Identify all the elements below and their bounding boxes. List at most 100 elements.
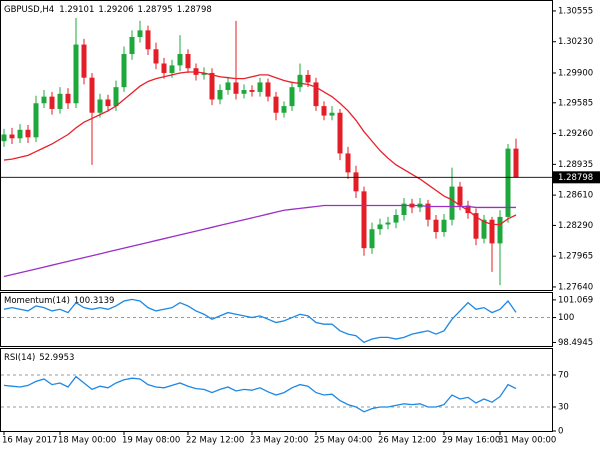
candle-body	[241, 90, 247, 94]
candle-body	[273, 96, 279, 113]
candle-body	[49, 96, 55, 109]
candle-body	[25, 129, 31, 138]
y-tick-label: 98.4945	[558, 338, 593, 348]
candle-body	[201, 72, 207, 75]
y-tick-label: 30	[558, 403, 569, 413]
candle-body	[313, 82, 319, 107]
moving-average	[3, 204, 516, 278]
candle-body	[337, 112, 343, 154]
candle-body	[401, 203, 407, 216]
candle-body	[153, 49, 159, 64]
y-tick-label: 1.27640	[558, 282, 593, 292]
y-tick-label: 1.28290	[558, 221, 593, 231]
candle-body	[369, 229, 375, 249]
candle-body	[225, 82, 231, 91]
y-tick-label: 0	[558, 427, 563, 437]
y-tick-label: 100	[558, 313, 574, 323]
candle-body	[161, 63, 167, 73]
candle-body	[129, 36, 135, 55]
candle-body	[185, 54, 191, 69]
candle-body	[209, 72, 215, 100]
candle-body	[489, 219, 495, 244]
header-close: 1.28798	[177, 5, 212, 15]
candle-body	[497, 216, 503, 244]
candle-body	[393, 215, 399, 223]
candle-body	[177, 54, 183, 66]
moving-average	[3, 71, 517, 226]
candle-body	[233, 82, 239, 94]
candle-body	[329, 112, 335, 116]
x-tick-label: 16 May 2017	[2, 436, 57, 446]
candle-body	[425, 203, 431, 220]
y-tick-label: 1.28610	[558, 191, 593, 201]
rsi-header: RSI(14) 52.9953	[4, 353, 74, 363]
candle-body	[505, 148, 511, 217]
rsi-last: 52.9953	[39, 353, 74, 363]
rsi-panel-frame	[0, 348, 553, 432]
x-tick-label: 23 May 20:00	[250, 436, 308, 446]
y-tick-label: 1.27965	[558, 252, 593, 262]
candle-body	[385, 222, 391, 225]
candle-body	[449, 186, 455, 220]
header-low: 1.28795	[138, 5, 173, 15]
x-tick-label: 25 May 04:00	[314, 436, 372, 446]
momentum-last: 100.3139	[74, 296, 115, 306]
candle-body	[9, 134, 15, 139]
momentum-title: Momentum(14)	[4, 296, 70, 306]
y-tick-label: 1.28935	[558, 160, 593, 170]
candle-body	[361, 191, 367, 249]
candle-body	[81, 44, 87, 78]
candle-body	[345, 153, 351, 173]
candle-body	[441, 219, 447, 233]
candle-body	[473, 213, 479, 239]
candle-body	[305, 74, 311, 83]
candle-body	[297, 74, 303, 88]
candle-body	[41, 96, 47, 104]
candle-body	[137, 30, 143, 37]
price-header: GBPUSD,H4 1.29101 1.29206 1.28795 1.28798	[4, 5, 212, 15]
price-panel-frame	[0, 0, 553, 291]
candle-body	[321, 106, 327, 116]
y-tick-label: 1.29260	[558, 129, 593, 139]
candle-body	[121, 54, 127, 88]
candle-body	[89, 77, 95, 113]
y-tick-label: 70	[558, 371, 569, 381]
momentum-panel-frame	[0, 292, 553, 347]
candle-body	[73, 44, 79, 104]
x-tick-label: 19 May 08:00	[122, 436, 180, 446]
x-tick-label: 31 May 00:00	[498, 436, 556, 446]
candle-body	[289, 87, 295, 107]
candle-body	[249, 90, 255, 92]
candle-body	[433, 219, 439, 233]
x-tick-label: 29 May 16:00	[442, 436, 500, 446]
candle-body	[113, 87, 119, 107]
candle-body	[169, 65, 175, 73]
candle-body	[145, 30, 151, 50]
momentum-header: Momentum(14) 100.3139	[4, 296, 114, 306]
x-tick-label: 22 May 12:00	[186, 436, 244, 446]
y-tick-label: 101.069	[558, 295, 593, 305]
y-tick-label: 1.29585	[558, 98, 593, 108]
header-high: 1.29206	[98, 5, 133, 15]
candle-body	[33, 103, 39, 138]
y-tick-label: 1.30555	[558, 6, 593, 16]
y-tick-label: 1.29900	[558, 68, 593, 78]
candle-body	[353, 172, 359, 192]
candle-body	[481, 219, 487, 239]
candle-body	[281, 106, 287, 113]
marks: 1.30555 1.30230 1.29900 1.29585 1.29260 1.289…	[1, 6, 600, 446]
candle-body	[57, 93, 63, 109]
symbol: GBPUSD,H4	[4, 5, 54, 15]
candle-body	[17, 129, 23, 139]
candle-body	[97, 99, 103, 113]
candle-body	[265, 82, 271, 97]
rsi-title: RSI(14)	[4, 353, 35, 363]
candle-body	[1, 134, 7, 142]
x-tick-label: 26 May 12:00	[378, 436, 436, 446]
x-tick-label: 18 May 00:00	[58, 436, 116, 446]
indicator-line	[3, 298, 517, 344]
y-tick-label: 1.30230	[558, 37, 593, 47]
header-open: 1.29101	[59, 5, 94, 15]
current-price-box	[552, 171, 600, 184]
